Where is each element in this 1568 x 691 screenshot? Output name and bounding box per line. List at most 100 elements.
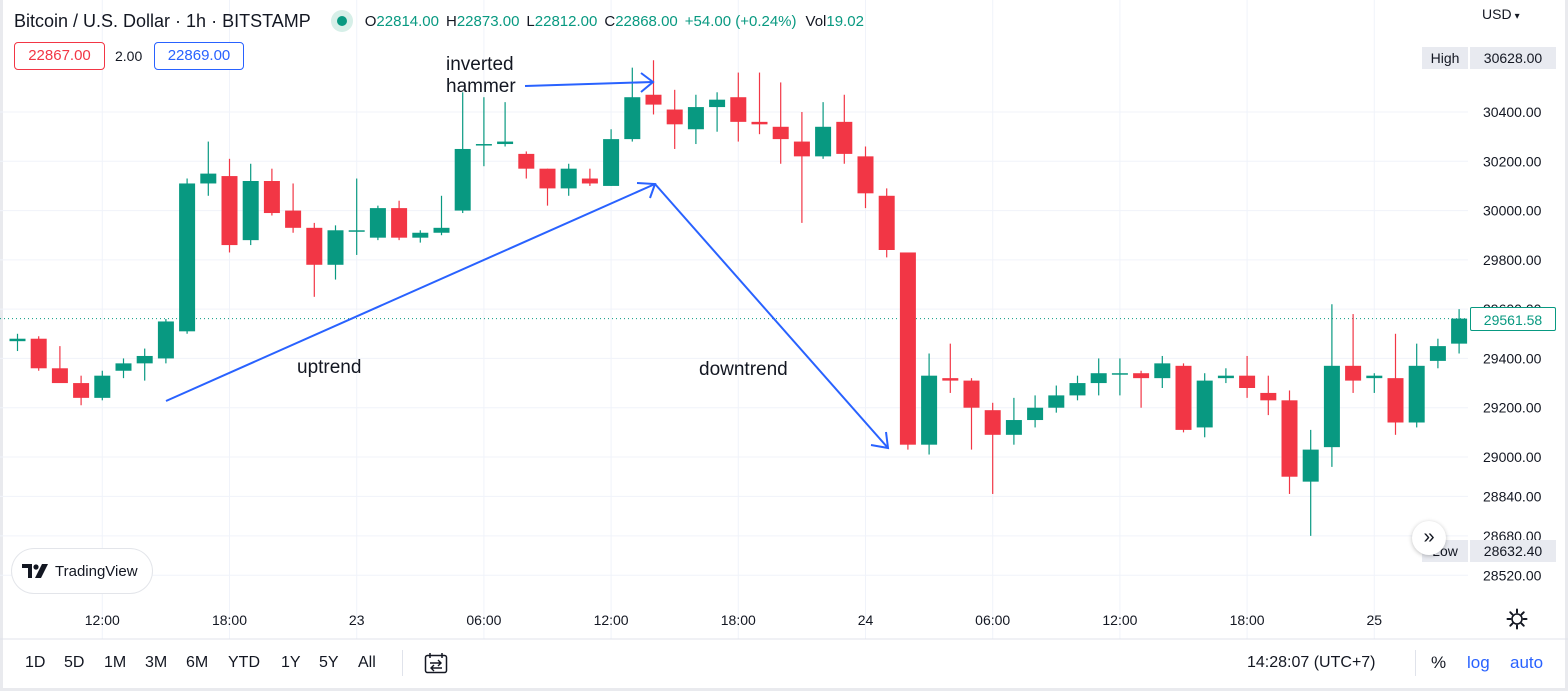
candle[interactable]: [285, 183, 302, 233]
candle-body: [1111, 373, 1128, 375]
candle[interactable]: [1027, 395, 1044, 428]
candle[interactable]: [624, 67, 641, 142]
candle-body: [1387, 378, 1404, 423]
candle[interactable]: [475, 97, 492, 167]
clock-timezone[interactable]: 14:28:07 (UTC+7): [1247, 654, 1376, 671]
candle[interactable]: [327, 225, 344, 280]
candle[interactable]: [793, 112, 810, 223]
auto-scale-button[interactable]: auto: [1510, 653, 1544, 672]
candle[interactable]: [1196, 373, 1213, 438]
candle[interactable]: [200, 141, 217, 196]
range-1m-button[interactable]: 1M: [104, 654, 127, 671]
candle[interactable]: [497, 102, 514, 147]
candle[interactable]: [1281, 390, 1298, 494]
candle[interactable]: [539, 168, 556, 206]
symbol-title[interactable]: Bitcoin / U.S. Dollar · 1h · BITSTAMP: [14, 10, 311, 31]
candle[interactable]: [1154, 355, 1171, 388]
range-5y-button[interactable]: 5Y: [319, 654, 339, 671]
candle[interactable]: [1048, 385, 1065, 413]
candle[interactable]: [1069, 375, 1086, 401]
candle[interactable]: [581, 168, 598, 186]
candle[interactable]: [1133, 370, 1150, 408]
candle[interactable]: [1345, 314, 1362, 393]
candle-body: [327, 230, 344, 265]
range-1d-button[interactable]: 1D: [25, 654, 46, 671]
candle[interactable]: [94, 370, 111, 401]
candle[interactable]: [772, 82, 789, 164]
candle[interactable]: [1217, 368, 1234, 384]
candle[interactable]: [1005, 397, 1022, 445]
candle[interactable]: [1429, 338, 1446, 369]
range-all-button[interactable]: All: [358, 654, 376, 671]
candle[interactable]: [560, 163, 577, 196]
candle[interactable]: [242, 163, 259, 246]
gear-icon[interactable]: [1506, 608, 1528, 630]
candle[interactable]: [306, 222, 323, 297]
candle[interactable]: [815, 102, 832, 159]
scroll-to-realtime-button[interactable]: »: [1412, 521, 1446, 555]
range-ytd-button[interactable]: YTD: [228, 654, 260, 671]
candle[interactable]: [709, 92, 726, 132]
candle[interactable]: [1090, 358, 1107, 396]
candle[interactable]: [645, 60, 662, 115]
candle[interactable]: [1366, 373, 1383, 393]
candle[interactable]: [73, 375, 90, 406]
candle[interactable]: [730, 72, 747, 142]
candle-body: [412, 232, 429, 238]
range-1y-button[interactable]: 1Y: [281, 654, 301, 671]
candle[interactable]: [391, 200, 408, 241]
candle[interactable]: [369, 205, 386, 241]
candle[interactable]: [9, 333, 26, 352]
candle[interactable]: [51, 346, 68, 384]
candle[interactable]: [963, 378, 980, 450]
candle[interactable]: [899, 252, 916, 450]
range-3m-button[interactable]: 3M: [145, 654, 168, 671]
candle[interactable]: [1239, 355, 1256, 398]
candle[interactable]: [1111, 358, 1128, 396]
candle[interactable]: [1451, 309, 1468, 354]
candle[interactable]: [751, 72, 768, 135]
candle-body: [179, 183, 196, 332]
candle[interactable]: [878, 188, 895, 258]
candle[interactable]: [412, 230, 429, 243]
candle[interactable]: [454, 92, 471, 214]
range-6m-button[interactable]: 6M: [186, 654, 209, 671]
percent-scale-button[interactable]: %: [1431, 653, 1447, 672]
candle[interactable]: [433, 195, 450, 236]
currency-select[interactable]: USD ▾: [1482, 6, 1520, 22]
candle[interactable]: [348, 178, 365, 255]
candle[interactable]: [687, 94, 704, 145]
candle[interactable]: [666, 89, 683, 149]
log-scale-button[interactable]: log: [1467, 653, 1490, 672]
candle[interactable]: [263, 168, 280, 216]
candle[interactable]: [1302, 429, 1319, 536]
candle[interactable]: [857, 146, 874, 209]
candle[interactable]: [984, 402, 1001, 494]
candle[interactable]: [1175, 363, 1192, 433]
range-5d-button[interactable]: 5D: [64, 654, 85, 671]
candle[interactable]: [921, 353, 938, 455]
candle[interactable]: [179, 178, 196, 334]
sell-button[interactable]: 22867.00: [14, 42, 105, 70]
candle[interactable]: [1323, 304, 1340, 467]
candle[interactable]: [221, 158, 238, 253]
candle[interactable]: [136, 348, 153, 381]
candle[interactable]: [603, 129, 620, 186]
chevron-down-icon: ▾: [1514, 11, 1520, 22]
candle[interactable]: [1408, 343, 1425, 428]
candle-body: [963, 380, 980, 408]
date-range-icon[interactable]: [424, 652, 448, 674]
candle[interactable]: [157, 319, 174, 364]
buy-button[interactable]: 22869.00: [154, 42, 244, 70]
candle[interactable]: [115, 358, 132, 379]
candle[interactable]: [836, 94, 853, 164]
tradingview-logo[interactable]: TradingView: [12, 549, 152, 593]
candle[interactable]: [30, 336, 47, 371]
grid-lines: [0, 0, 1468, 639]
candle-body: [242, 181, 259, 241]
candle[interactable]: [942, 343, 959, 393]
candle[interactable]: [518, 151, 535, 179]
candle[interactable]: [1260, 375, 1277, 416]
candle[interactable]: [1387, 333, 1404, 435]
